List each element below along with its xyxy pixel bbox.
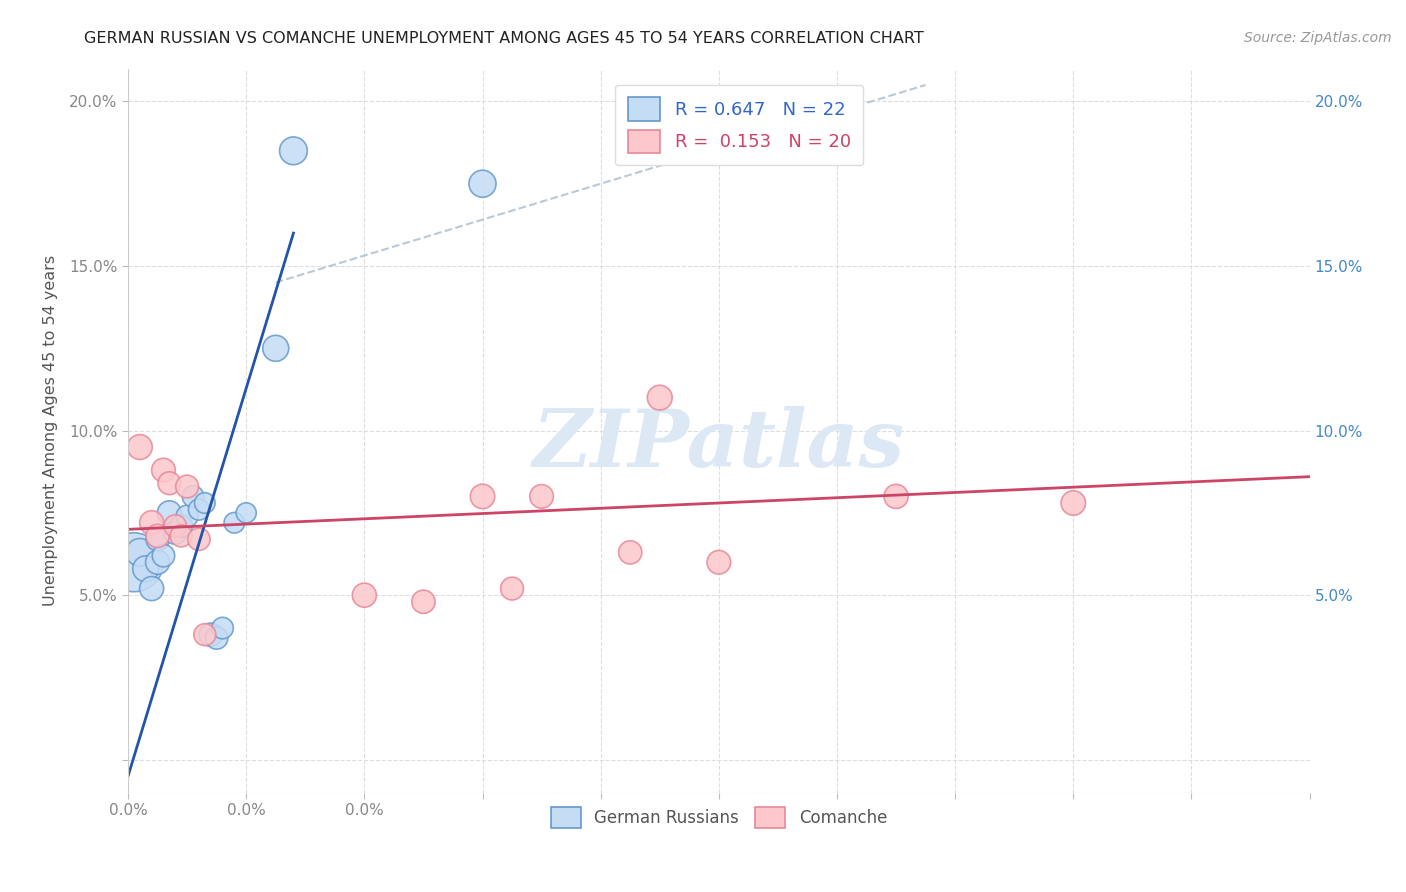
Point [170, 529, 193, 543]
Point [283, 144, 305, 158]
Point [501, 582, 523, 596]
Point [176, 479, 198, 493]
Point [152, 463, 174, 477]
Point [194, 496, 217, 510]
Text: ZIPatlas: ZIPatlas [533, 407, 905, 483]
Point [146, 529, 169, 543]
Point [187, 502, 209, 516]
Text: Source: ZipAtlas.com: Source: ZipAtlas.com [1244, 31, 1392, 45]
Point [412, 595, 434, 609]
Point [235, 506, 257, 520]
Point [128, 545, 150, 559]
Point [122, 555, 145, 569]
Point [200, 628, 222, 642]
Point [152, 549, 174, 563]
Point [224, 516, 246, 530]
Point [165, 519, 187, 533]
Point [530, 490, 553, 504]
Point [471, 490, 494, 504]
Point [353, 588, 375, 602]
Point [187, 532, 209, 546]
Point [170, 519, 193, 533]
Point [707, 555, 730, 569]
Point [471, 177, 494, 191]
Point [211, 621, 233, 635]
Point [141, 582, 163, 596]
Point [165, 525, 187, 540]
Point [884, 490, 907, 504]
Point [1062, 496, 1084, 510]
Point [146, 555, 169, 569]
Point [146, 532, 169, 546]
Legend: German Russians, Comanche: German Russians, Comanche [544, 800, 894, 835]
Point [141, 516, 163, 530]
Point [619, 545, 641, 559]
Point [648, 391, 671, 405]
Point [205, 631, 228, 645]
Point [135, 562, 157, 576]
Point [181, 490, 204, 504]
Point [128, 440, 150, 454]
Point [194, 628, 217, 642]
Text: GERMAN RUSSIAN VS COMANCHE UNEMPLOYMENT AMONG AGES 45 TO 54 YEARS CORRELATION CH: GERMAN RUSSIAN VS COMANCHE UNEMPLOYMENT … [84, 31, 924, 46]
Y-axis label: Unemployment Among Ages 45 to 54 years: Unemployment Among Ages 45 to 54 years [44, 255, 58, 607]
Point [176, 509, 198, 524]
Point [264, 341, 287, 355]
Point [157, 506, 180, 520]
Point [157, 476, 180, 491]
